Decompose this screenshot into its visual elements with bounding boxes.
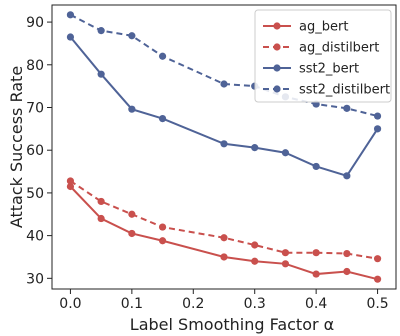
legend-label-sst2_bert: sst2_bert [299, 62, 359, 77]
x-tick-label: 0.3 [244, 296, 266, 312]
series-line-ag_bert [69, 185, 378, 281]
data-point [97, 197, 105, 206]
data-point [97, 214, 105, 223]
data-point [66, 11, 75, 19]
x-tick-label: 0.5 [366, 296, 388, 312]
data-point [158, 223, 167, 231]
x-tick-label: 0.4 [305, 296, 327, 312]
x-tick-label: 0.0 [59, 296, 81, 312]
data-point [312, 270, 320, 278]
data-point [66, 33, 75, 41]
y-axis-label: Attack Success Rate [7, 66, 26, 228]
data-point [281, 249, 290, 257]
series-line-ag_distilbert [69, 180, 378, 260]
series-line-sst2_bert [69, 36, 379, 178]
data-point [158, 52, 167, 60]
x-tick-label: 0.2 [182, 296, 204, 312]
data-point [312, 162, 320, 171]
data-point [97, 27, 105, 35]
y-tick-label: 40 [26, 229, 44, 245]
data-point [158, 115, 167, 123]
series-layer [66, 11, 382, 283]
data-point [128, 210, 136, 218]
data-point [220, 140, 228, 148]
data-point [66, 177, 75, 185]
legend-box [254, 9, 392, 103]
data-point [220, 80, 228, 88]
data-point [343, 172, 351, 180]
legend-marker [273, 43, 281, 51]
data-point [128, 32, 136, 40]
y-tick-label: 50 [26, 186, 44, 202]
legend: ag_bert ag_distilbert sst2_bert sst2_distil… [254, 9, 392, 103]
data-point [128, 229, 136, 238]
data-point [373, 112, 382, 120]
data-point [373, 255, 382, 263]
x-tick-label: 0.1 [121, 296, 143, 312]
legend-marker [273, 64, 281, 72]
data-point [251, 241, 259, 249]
legend-label-sst2_distilbert: sst2_distilbert [299, 83, 390, 98]
data-point [373, 125, 382, 133]
legend-items: ag_bert ag_distilbert sst2_bert sst2_distil… [263, 20, 390, 98]
plot-frame [51, 4, 397, 290]
data-point [343, 267, 351, 276]
data-point [312, 249, 320, 257]
legend-label-ag_bert: ag_bert [299, 20, 348, 35]
data-point [66, 182, 75, 191]
data-point [158, 237, 167, 245]
data-point [281, 149, 290, 157]
y-tick-label: 70 [26, 100, 44, 116]
y-tick-label: 80 [26, 58, 44, 74]
legend-label-ag_distilbert: ag_distilbert [299, 41, 379, 56]
axis-ticks: 0.0 0.1 0.2 0.3 0.4 0.5 30 40 50 60 70 80 90 [26, 15, 389, 312]
series-ag_distilbert [66, 177, 382, 263]
data-point [97, 70, 105, 78]
data-point [281, 260, 290, 268]
x-axis-label: Label Smoothing Factor α [130, 315, 334, 334]
series-ag_bert [66, 182, 382, 283]
data-point [373, 275, 382, 283]
y-tick-label: 90 [26, 15, 44, 31]
data-point [251, 144, 259, 152]
y-tick-label: 60 [26, 143, 44, 159]
data-point [343, 249, 351, 258]
y-tick-label: 30 [26, 271, 44, 287]
data-point [220, 253, 228, 261]
legend-marker [273, 85, 281, 93]
legend-marker [273, 22, 281, 30]
data-point [343, 104, 351, 112]
data-point [220, 234, 228, 242]
series-sst2_bert [66, 33, 382, 180]
data-point [251, 257, 259, 265]
data-point [128, 105, 136, 113]
series-line-sst2_distilbert [69, 13, 378, 118]
